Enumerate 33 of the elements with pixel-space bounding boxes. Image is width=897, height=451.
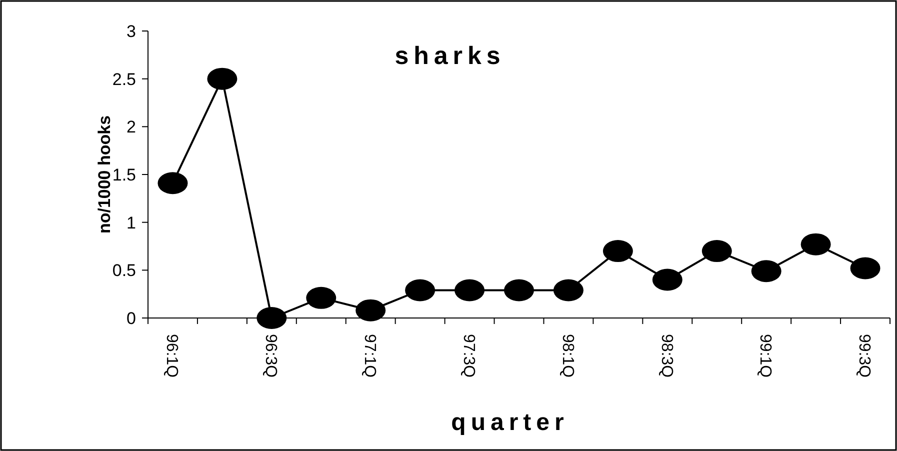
y-tick-label: 1: [126, 213, 136, 232]
y-tick-label: 0: [126, 308, 136, 328]
x-tick-label: 97:3Q: [460, 334, 477, 378]
point: [751, 260, 782, 282]
x-tick-label: 96:1Q: [163, 334, 180, 378]
x-tick-label: 97:1Q: [361, 334, 378, 378]
point: [702, 240, 732, 262]
point: [800, 233, 831, 256]
point: [405, 279, 436, 302]
x-tick-label: 96:3Q: [262, 334, 280, 378]
y-tick-label: 1.5: [112, 165, 136, 184]
point: [454, 279, 485, 302]
x-tick-label: 99:1Q: [756, 334, 774, 378]
point: [356, 299, 386, 322]
y-tick-label: 3: [126, 22, 136, 41]
point: [207, 68, 238, 90]
y-tick-label: 2.5: [112, 70, 136, 89]
x-tick-label: 99:3Q: [856, 334, 873, 378]
point: [306, 286, 336, 309]
point: [553, 279, 584, 302]
point: [602, 240, 633, 262]
x-tick-label: 98:3Q: [658, 334, 675, 378]
point: [158, 172, 188, 194]
point: [652, 268, 682, 291]
y-tick-label: 2: [126, 118, 136, 137]
x-axis-title: quarter: [451, 409, 569, 436]
chart-title: sharks: [394, 42, 506, 70]
point: [504, 279, 534, 302]
point: [850, 257, 880, 280]
x-tick-label: 98:1Q: [558, 334, 576, 378]
point: [256, 307, 287, 329]
y-axis-title: no/1000 hooks: [95, 115, 114, 234]
y-tick-label: 0.5: [112, 261, 136, 280]
